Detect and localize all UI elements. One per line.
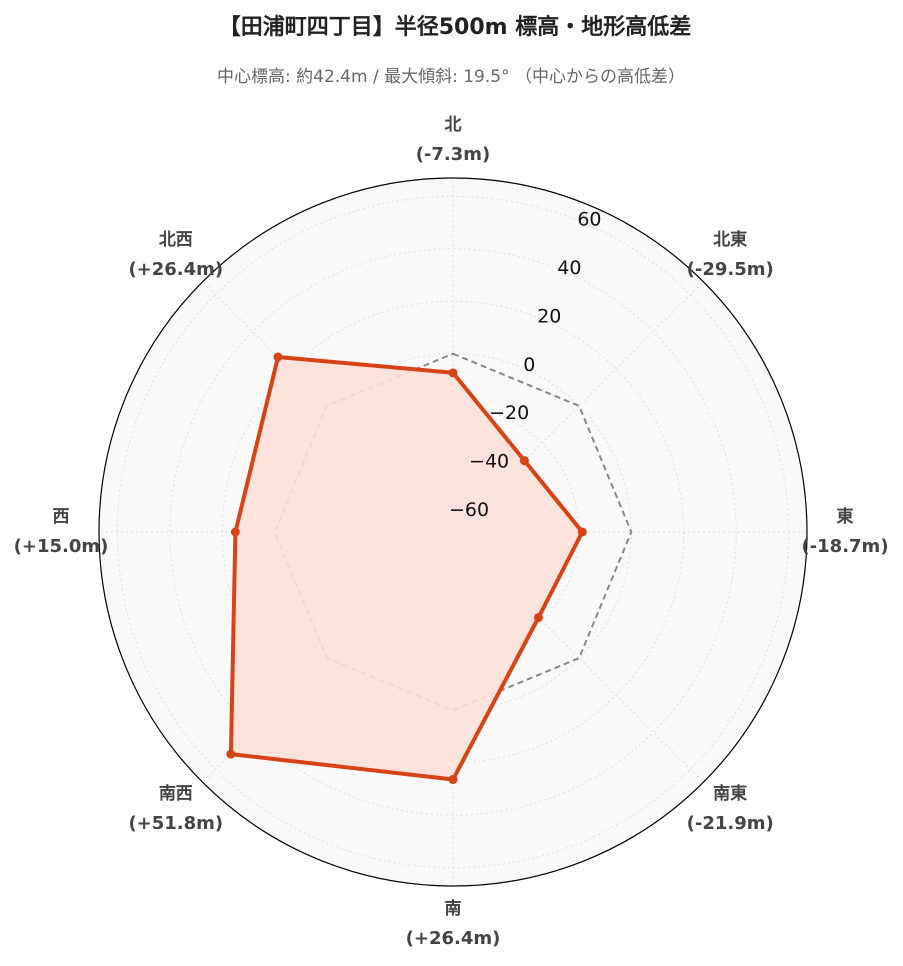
category-label: 北西 bbox=[159, 230, 193, 250]
value-label: (-18.7m) bbox=[801, 536, 888, 557]
data-point bbox=[448, 368, 458, 378]
spoke bbox=[452, 531, 704, 783]
y-tick-label: 0 bbox=[523, 354, 535, 376]
y-tick-label: −40 bbox=[469, 451, 509, 473]
data-point bbox=[519, 456, 529, 466]
data-point bbox=[448, 775, 458, 785]
value-label: (+26.4m) bbox=[128, 259, 223, 280]
value-label: (-21.9m) bbox=[687, 813, 774, 834]
category-label: 北 bbox=[445, 115, 462, 135]
value-label: (-7.3m) bbox=[416, 144, 491, 165]
spoke bbox=[452, 281, 704, 533]
value-label: (+15.0m) bbox=[14, 536, 109, 557]
y-tick-label: 20 bbox=[537, 305, 561, 327]
value-label: (-29.5m) bbox=[687, 259, 774, 280]
value-label: (+26.4m) bbox=[406, 928, 501, 949]
data-point bbox=[230, 527, 240, 537]
y-tick-label: 60 bbox=[577, 208, 601, 230]
category-label: 南 bbox=[445, 898, 462, 919]
data-point bbox=[533, 612, 543, 622]
grid-circle bbox=[169, 248, 737, 816]
data-point bbox=[273, 352, 283, 362]
y-tick-label: −60 bbox=[449, 499, 489, 521]
category-label: 南西 bbox=[159, 783, 193, 804]
chart-title: 【田浦町四丁目】半径500m 標高・地形高低差 bbox=[219, 14, 692, 40]
category-label: 西 bbox=[53, 507, 70, 527]
data-point bbox=[577, 527, 587, 537]
category-label: 南東 bbox=[713, 783, 747, 804]
category-label: 北東 bbox=[713, 229, 747, 250]
chart-subtitle: 中心標高: 約42.4m / 最大傾斜: 19.5° （中心からの高低差） bbox=[217, 67, 685, 87]
plot-border bbox=[98, 177, 808, 887]
y-tick-label: −20 bbox=[489, 402, 529, 424]
y-tick-label: 40 bbox=[557, 257, 581, 279]
data-point bbox=[226, 749, 236, 759]
category-label: 東 bbox=[837, 506, 854, 527]
value-label: (+51.8m) bbox=[128, 813, 223, 834]
